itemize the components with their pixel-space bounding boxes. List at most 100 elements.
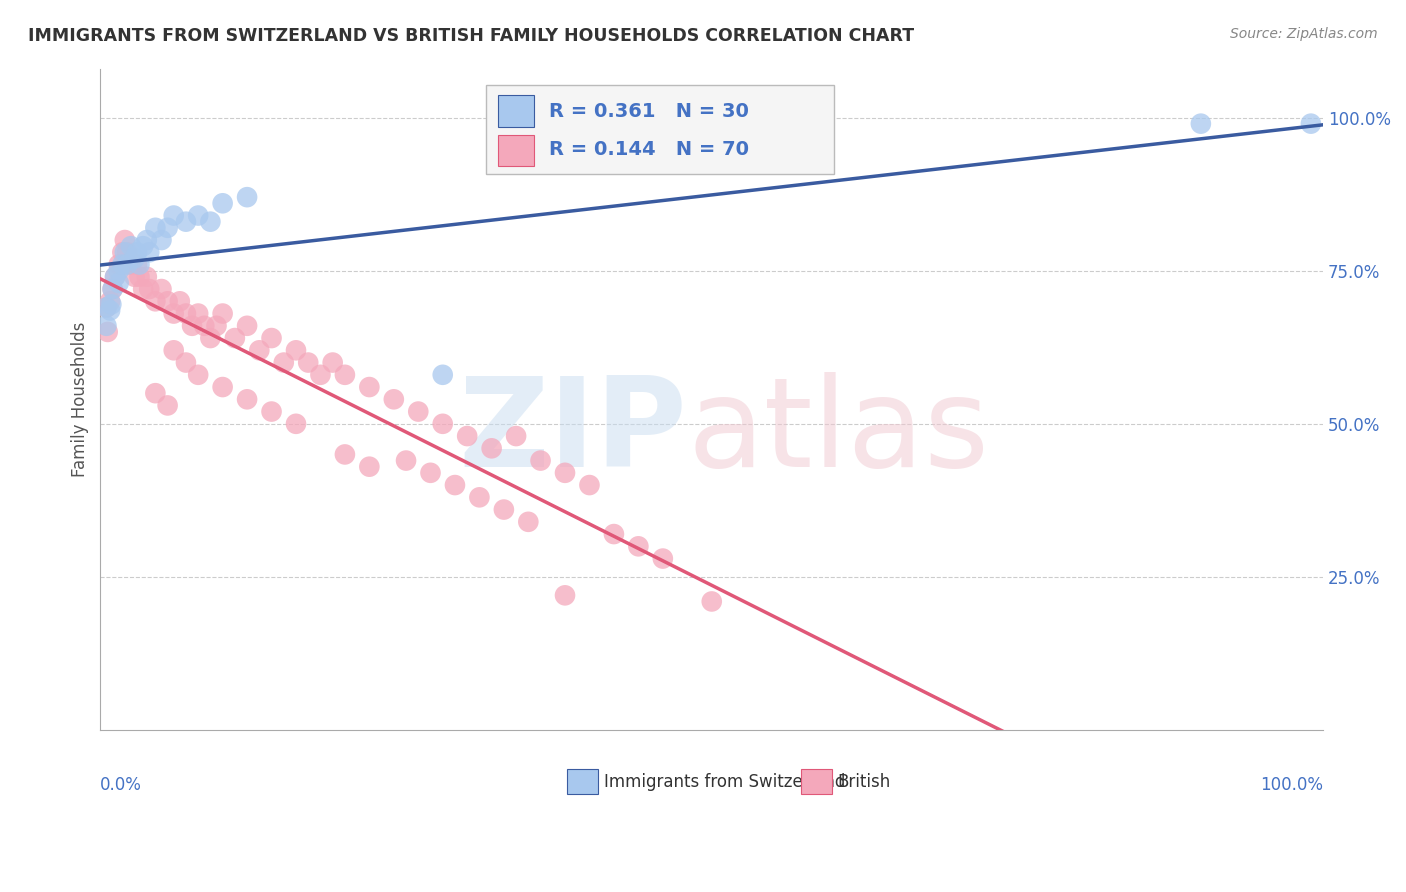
Text: British: British (838, 772, 891, 790)
Point (163, 343, 186, 358)
Point (529, 453, 551, 467)
Point (187, 307, 209, 321)
Point (1299, 117, 1322, 131)
Point (145, 220, 167, 235)
Point (107, 263, 129, 277)
Point (187, 209, 209, 223)
Point (395, 453, 418, 467)
Point (236, 318, 259, 333)
Point (211, 196, 233, 211)
Text: IMMIGRANTS FROM SWITZERLAND VS BRITISH FAMILY HOUSEHOLDS CORRELATION CHART: IMMIGRANTS FROM SWITZERLAND VS BRITISH F… (28, 27, 914, 45)
Point (101, 282, 124, 296)
Point (309, 368, 332, 382)
Point (554, 588, 576, 602)
Point (107, 276, 129, 290)
Text: Immigrants from Switzerland: Immigrants from Switzerland (605, 772, 845, 790)
Point (96, 301, 118, 315)
Bar (498, 95, 534, 127)
Point (444, 478, 467, 492)
Point (322, 355, 344, 369)
Bar (568, 769, 598, 794)
Point (359, 380, 381, 394)
Point (627, 539, 650, 553)
Point (224, 331, 246, 345)
Point (260, 404, 283, 418)
Point (124, 269, 146, 284)
Point (236, 190, 259, 204)
Point (145, 386, 167, 401)
Text: ZIP: ZIP (458, 372, 688, 493)
Point (156, 220, 179, 235)
Point (359, 459, 381, 474)
Point (260, 331, 283, 345)
Text: Source: ZipAtlas.com: Source: ZipAtlas.com (1230, 27, 1378, 41)
Bar (801, 769, 831, 794)
Point (700, 594, 723, 608)
Point (505, 429, 527, 443)
Point (98, 294, 121, 309)
Point (96, 318, 118, 333)
Point (145, 294, 167, 309)
Point (125, 245, 148, 260)
Point (117, 258, 139, 272)
Point (200, 331, 222, 345)
Point (456, 429, 478, 443)
Point (111, 245, 134, 260)
Point (247, 343, 270, 358)
Point (111, 258, 134, 272)
Point (132, 282, 155, 296)
Point (125, 258, 148, 272)
Point (150, 233, 173, 247)
Text: 0.0%: 0.0% (100, 776, 142, 795)
Point (273, 355, 295, 369)
FancyBboxPatch shape (485, 85, 834, 174)
Point (333, 368, 356, 382)
Point (97, 325, 120, 339)
Point (174, 307, 197, 321)
Point (117, 245, 139, 260)
Point (107, 258, 129, 272)
Point (101, 282, 124, 296)
Point (651, 551, 673, 566)
Point (382, 392, 405, 407)
Text: R = 0.144   N = 70: R = 0.144 N = 70 (550, 140, 749, 160)
Point (181, 318, 204, 333)
Point (128, 258, 150, 272)
Point (150, 282, 173, 296)
Point (578, 478, 600, 492)
Point (193, 318, 215, 333)
Point (285, 417, 308, 431)
Point (135, 269, 157, 284)
Text: atlas: atlas (688, 372, 990, 493)
Point (419, 466, 441, 480)
Point (517, 515, 540, 529)
Point (138, 245, 160, 260)
Point (333, 447, 356, 461)
Point (100, 297, 122, 311)
Point (132, 239, 155, 253)
Point (554, 466, 576, 480)
Point (406, 404, 429, 418)
Point (98, 303, 121, 318)
Point (297, 355, 319, 369)
Point (156, 399, 179, 413)
Point (114, 233, 136, 247)
Point (468, 491, 491, 505)
Point (211, 380, 233, 394)
Point (124, 252, 146, 266)
Point (432, 417, 454, 431)
Text: R = 0.361   N = 30: R = 0.361 N = 30 (550, 102, 749, 121)
Point (96, 301, 118, 315)
Text: 100.0%: 100.0% (1260, 776, 1323, 795)
Bar (498, 135, 534, 167)
Point (187, 368, 209, 382)
Point (432, 368, 454, 382)
Point (236, 392, 259, 407)
Point (174, 215, 197, 229)
Point (135, 233, 157, 247)
Point (120, 239, 142, 253)
Point (200, 215, 222, 229)
Point (163, 307, 186, 321)
Point (205, 318, 228, 333)
Point (128, 269, 150, 284)
